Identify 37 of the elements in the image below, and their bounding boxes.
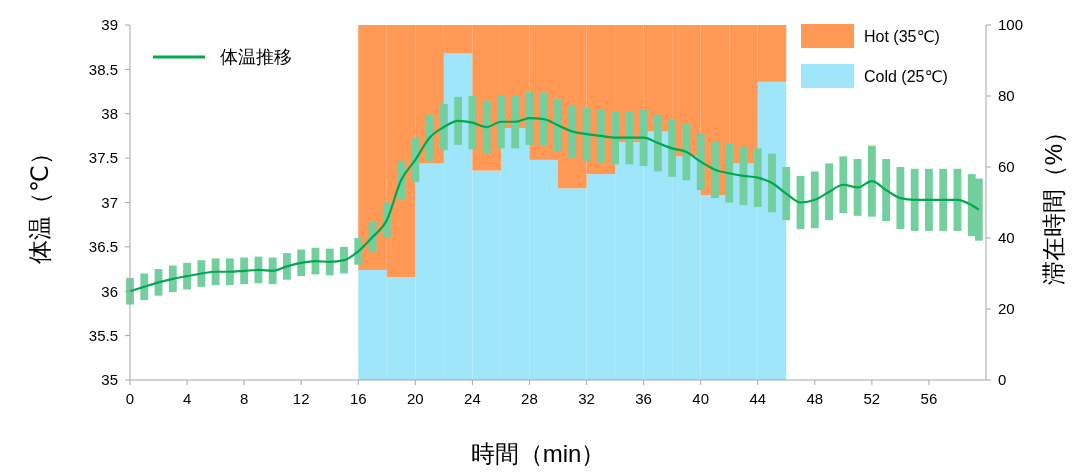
y2-tick-label: 40 xyxy=(998,229,1015,247)
x-tick-label: 16 xyxy=(349,390,367,407)
y-tick-label: 37.5 xyxy=(88,149,118,167)
y-tick-label: 36.5 xyxy=(88,238,118,256)
y-tick-label: 39 xyxy=(101,16,118,34)
y2-tick-label: 100 xyxy=(998,16,1024,34)
x-tick-label: 20 xyxy=(406,390,424,407)
legend-label: Cold (25℃) xyxy=(864,67,948,85)
x-tick-label: 12 xyxy=(292,390,310,407)
y2-tick-label: 0 xyxy=(998,371,1007,389)
x-tick-label: 32 xyxy=(578,390,595,407)
y2-tick-label: 60 xyxy=(998,158,1015,176)
x-tick-label: 40 xyxy=(692,390,710,407)
x-tick-label: 4 xyxy=(182,390,192,407)
x-tick-label: 44 xyxy=(749,390,767,407)
x-tick-label: 52 xyxy=(863,390,881,407)
x-tick-label: 24 xyxy=(464,390,481,407)
y-tick-label: 38.5 xyxy=(88,60,118,78)
x-tick-label: 0 xyxy=(125,390,135,407)
legend-label: Hot (35℃) xyxy=(864,27,940,45)
y2-tick-label: 20 xyxy=(998,300,1015,318)
x-tick-label: 48 xyxy=(806,390,824,407)
x-tick-label: 56 xyxy=(920,390,938,407)
x-tick-label: 8 xyxy=(239,390,249,407)
x-axis-title: 時間（min） xyxy=(470,440,606,467)
x-tick-label: 28 xyxy=(521,390,538,407)
y-tick-label: 36 xyxy=(101,282,118,300)
y-tick-label: 35.5 xyxy=(88,326,118,344)
y2-tick-label: 80 xyxy=(998,87,1015,105)
y2-axis-title: 滞在時間（%） xyxy=(1040,119,1067,286)
y-tick-label: 38 xyxy=(101,105,118,122)
x-tick-label: 36 xyxy=(635,390,652,407)
y-tick-label: 35 xyxy=(101,371,118,389)
line-series xyxy=(128,117,980,293)
legend-label: 体温推移 xyxy=(220,47,292,68)
y-tick-label: 37 xyxy=(101,193,118,211)
y-axis-title: 体温（℃） xyxy=(26,141,53,264)
